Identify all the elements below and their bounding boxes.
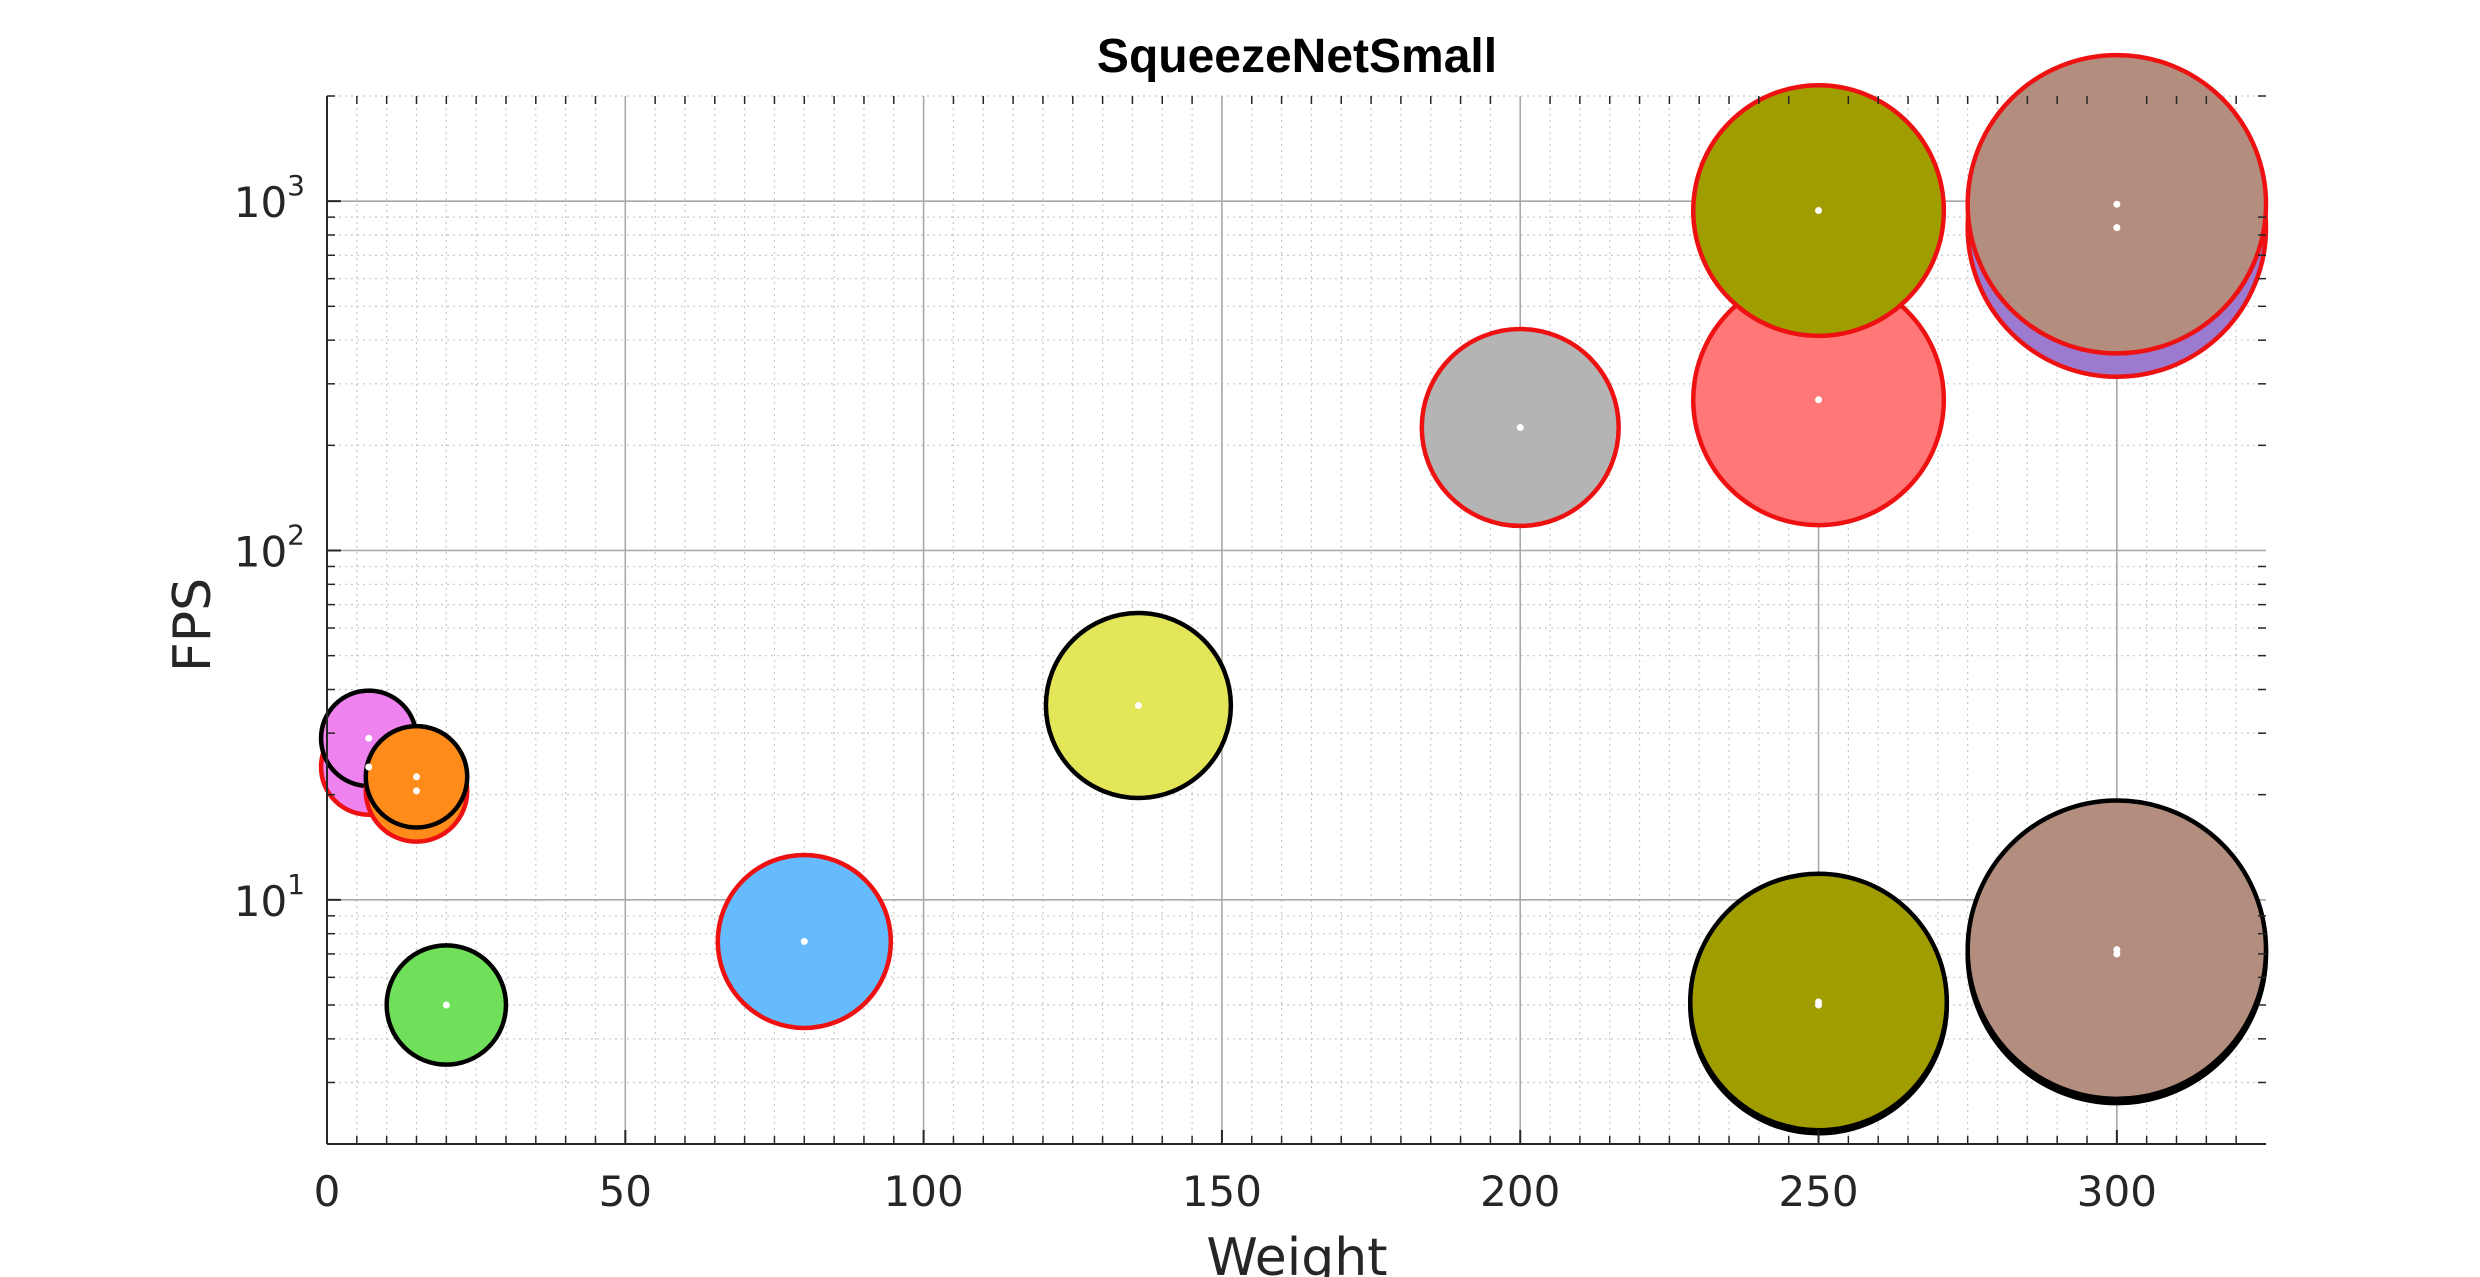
x-tick-label: 0: [314, 1167, 341, 1216]
tick-labels: 0 50 100 150 200 250 300 101 102 103: [234, 169, 2157, 1216]
x-tick-label: 100: [884, 1167, 964, 1216]
y-axis-label: FPS: [163, 578, 223, 672]
bubble-center-dot: [1815, 998, 1823, 1006]
bubble-center-dot: [2113, 224, 2121, 232]
bubble-center-dot: [442, 1001, 450, 1009]
bubble-center-dot: [1516, 423, 1524, 431]
bubble-center-dot: [412, 787, 420, 795]
bubble-center-dot: [800, 937, 808, 945]
bubble-center-dot: [2113, 946, 2121, 954]
bubble-center-dot: [1134, 701, 1142, 709]
bubble-center-dot: [365, 734, 373, 742]
bubble-center-dot: [1815, 207, 1823, 215]
x-axis-label: Weight: [1206, 1228, 1387, 1277]
x-tick-label: 250: [1778, 1167, 1858, 1216]
y-tick-label: 102: [234, 518, 305, 576]
x-tick-label: 300: [2077, 1167, 2157, 1216]
bubble-center-dot: [365, 763, 373, 771]
axes-frame: [326, 95, 2266, 1145]
y-tick-label: 101: [234, 868, 305, 926]
x-tick-label: 200: [1480, 1167, 1560, 1216]
bubble-center-dot: [1815, 396, 1823, 404]
y-tick-label: 103: [234, 169, 305, 227]
x-tick-label: 50: [599, 1167, 652, 1216]
bubble-center-dot: [412, 773, 420, 781]
marker-center-dots: [365, 200, 2121, 1009]
x-tick-label: 150: [1182, 1167, 1262, 1216]
chart-title: SqueezeNetSmall: [1097, 30, 1497, 83]
bubble-center-dot: [2113, 200, 2121, 208]
